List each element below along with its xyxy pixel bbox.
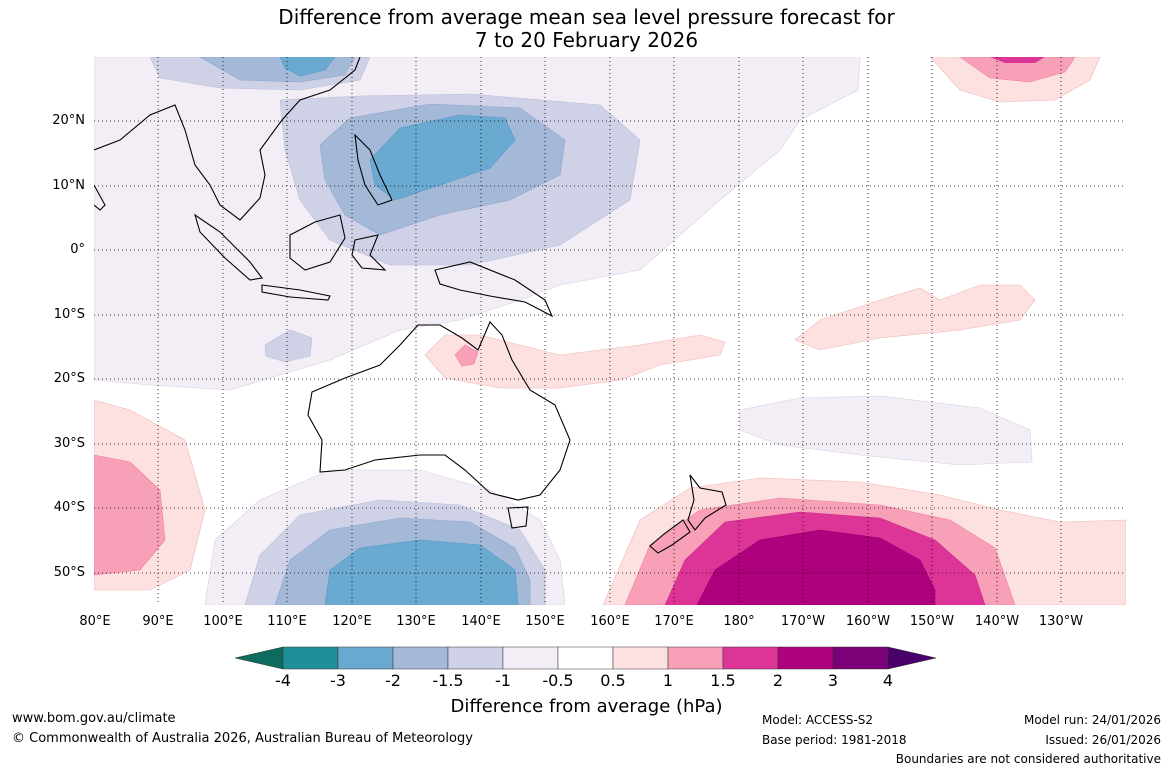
- lon-label: 180°: [723, 614, 755, 629]
- coastline-philippines: [354, 133, 393, 206]
- coastline-new-zealand-south: [649, 519, 691, 554]
- colorbar-segment: [722, 646, 779, 670]
- copyright-text: © Commonwealth of Australia 2026, Austra…: [12, 731, 473, 746]
- anomaly-region-minus2: [369, 114, 516, 201]
- colorbar-tick: 4: [882, 671, 894, 690]
- disclaimer-text: Boundaries are not considered authoritat…: [895, 752, 1161, 766]
- map-title-line2: 7 to 20 February 2026: [474, 28, 699, 52]
- anomaly-shading: [94, 57, 1126, 605]
- lon-label: 130°W: [1038, 614, 1084, 629]
- coastline-asia-mainland: [94, 57, 361, 221]
- colorbar-segment: [282, 646, 339, 670]
- model-run-text: Model run: 24/01/2026: [1023, 713, 1161, 727]
- coastline-new-guinea: [434, 261, 554, 318]
- colorbar-segment: [502, 646, 559, 670]
- colorbar-tick: 2: [772, 671, 784, 690]
- lon-label: 140°W: [974, 614, 1020, 629]
- anomaly-region-plus1: [959, 57, 1076, 83]
- colorbar-tick: -3: [330, 671, 346, 690]
- colorbar-tick: -1: [495, 671, 511, 690]
- coastline-new-zealand-north: [687, 474, 727, 531]
- lon-label: 150°E: [525, 614, 565, 629]
- lon-label: 80°E: [79, 614, 111, 629]
- lat-label: 0°: [70, 242, 85, 257]
- colorbar-segment: [392, 646, 449, 670]
- anomaly-region-plus05: [794, 284, 1036, 351]
- anomaly-region-plus1: [94, 454, 166, 576]
- colorbar-tick: -2: [385, 671, 401, 690]
- coastline-java: [261, 284, 331, 301]
- anomaly-region-minus1: [264, 329, 313, 363]
- colorbar-segment: [612, 646, 669, 670]
- colorbar-tick: -1.5: [432, 671, 464, 690]
- lat-label: 30°S: [53, 436, 85, 451]
- base-period-text: Base period: 1981-2018: [762, 733, 907, 747]
- colorbar-segment: [337, 646, 394, 670]
- colorbar-tick: 3: [827, 671, 839, 690]
- colorbar-label: Difference from average (hPa): [450, 696, 723, 717]
- coastline-tasmania: [507, 506, 529, 529]
- lon-label: 140°E: [461, 614, 501, 629]
- colorbar-segment: [557, 646, 614, 670]
- lon-label: 170°W: [780, 614, 826, 629]
- colorbar-segment: [777, 646, 834, 670]
- coastlines: [94, 57, 727, 554]
- lat-label: 40°S: [53, 500, 85, 515]
- anomaly-region-plus15: [990, 57, 1045, 63]
- map-title-line1: Difference from average mean sea level p…: [278, 5, 895, 29]
- anomaly-region-minus05: [739, 395, 1033, 466]
- anomaly-region-plus2: [696, 529, 936, 605]
- colorbar-tick: 1: [662, 671, 674, 690]
- lon-label: 120°E: [332, 614, 372, 629]
- anomaly-region-minus2: [324, 539, 519, 605]
- website-text: www.bom.gov.au/climate: [12, 711, 176, 726]
- lon-label: 130°E: [396, 614, 436, 629]
- model-text: Model: ACCESS-S2: [762, 713, 874, 727]
- lon-label: 150°W: [909, 614, 955, 629]
- colorbar-extend-high: [887, 646, 937, 670]
- lon-label: 160°E: [590, 614, 630, 629]
- colorbar-segment: [667, 646, 724, 670]
- lat-label: 20°N: [52, 113, 85, 128]
- coastline-australia: [307, 321, 571, 501]
- colorbar-tick: -4: [275, 671, 291, 690]
- colorbar-tick: -0.5: [542, 671, 574, 690]
- colorbar-tick: 0.5: [600, 671, 626, 690]
- lon-label: 90°E: [142, 614, 174, 629]
- lon-label: 100°E: [203, 614, 243, 629]
- lat-label: 10°S: [53, 307, 85, 322]
- issued-text: Issued: 26/01/2026: [1045, 733, 1161, 747]
- coastline-sulawesi: [351, 234, 387, 271]
- coastline-sumatra: [194, 213, 263, 281]
- colorbar-tick: 1.5: [710, 671, 736, 690]
- lat-label: 50°S: [53, 565, 85, 580]
- colorbar-segment: [832, 646, 889, 670]
- coastline-india-south: [94, 184, 106, 211]
- anomaly-region-plus1: [454, 344, 479, 367]
- gridlines: [94, 57, 1126, 605]
- colorbar-extend-low: [234, 646, 284, 670]
- anomaly-region-plus05: [424, 334, 726, 389]
- lon-label: 110°E: [267, 614, 307, 629]
- lat-label: 20°S: [53, 371, 85, 386]
- coastline-borneo: [289, 214, 346, 271]
- lat-label: 10°N: [52, 178, 85, 193]
- colorbar-segment: [447, 646, 504, 670]
- anomaly-region-minus2: [279, 57, 336, 77]
- lon-label: 160°W: [845, 614, 891, 629]
- lon-label: 170°E: [654, 614, 694, 629]
